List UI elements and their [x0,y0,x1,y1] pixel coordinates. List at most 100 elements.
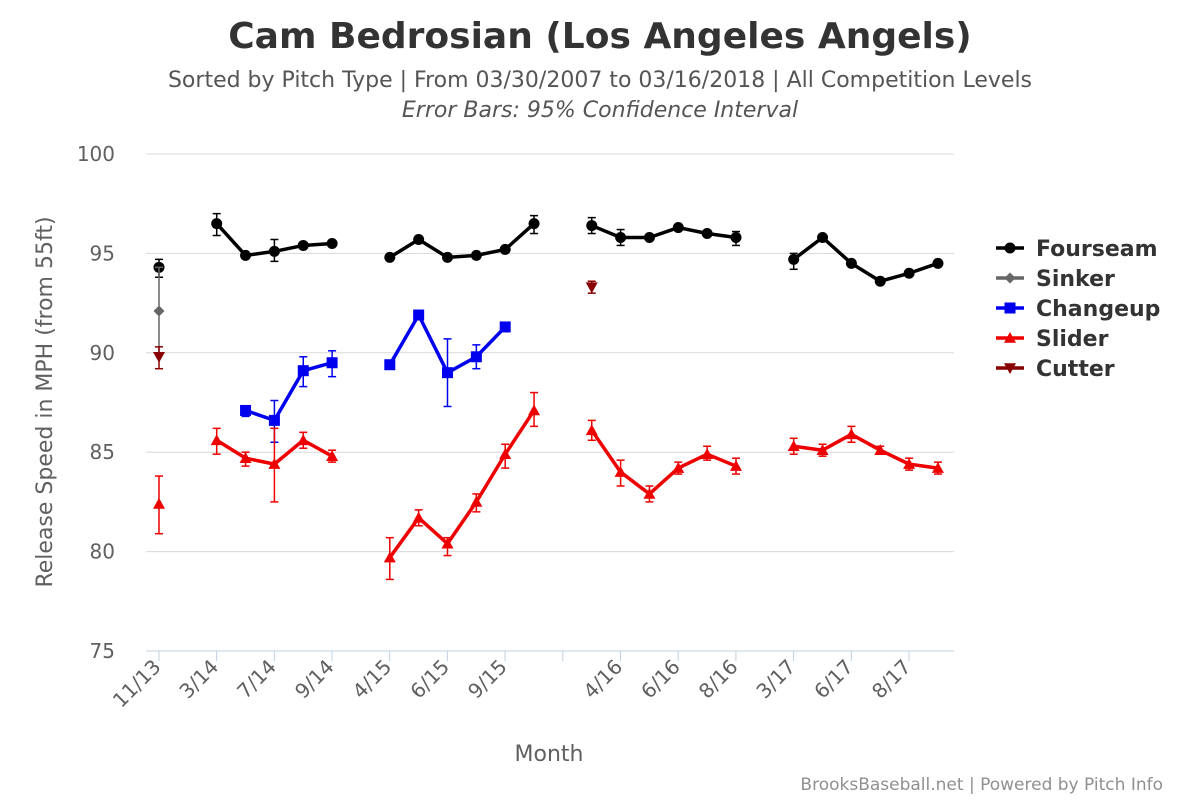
x-tick-label: 9/15 [463,655,512,704]
slider-point [643,487,656,499]
series-sinker [153,266,165,356]
fourseam-point [845,257,857,269]
changeup-point [470,351,482,363]
x-tick-label: 7/14 [232,655,281,704]
slider-point [499,448,512,459]
fourseam-line [591,223,737,240]
x-axis-title: Month [515,742,584,767]
x-axis: 11/13 3/14 7/14 9/14 4/15 6/15 9/15 4/16 6/16 8/1… [108,650,954,713]
cutter-point [153,351,165,363]
fourseam-point [528,218,540,230]
x-tick-label: 4/15 [348,655,397,704]
x-tick-label: 8/17 [867,655,916,704]
y-tick-label: 85 [90,440,115,464]
legend-label-slider: Slider [1036,327,1109,352]
slider-point [528,404,541,416]
y-tick-label: 95 [90,241,115,265]
changeup-point [268,414,280,426]
changeup-point [442,367,453,379]
legend-item-sinker[interactable]: Sinker [996,267,1115,292]
chart-title: Cam Bedrosian (Los Angeles Angels) [228,16,971,57]
slider-point [210,434,223,446]
x-tick-label: 6/15 [405,655,454,704]
slider-point [903,458,916,469]
slider-point [326,450,339,461]
slider-point [470,495,483,507]
fourseam-point [932,257,944,269]
x-tick-label: 3/14 [175,655,224,704]
changeup-point [326,357,338,369]
fourseam-point [672,222,684,234]
series-slider [153,391,944,581]
sinker-point [153,305,165,317]
credits[interactable]: BrooksBaseball.net | Powered by Pitch In… [800,775,1163,795]
slider-point [153,497,165,509]
legend-item-fourseam[interactable]: Fourseam [996,237,1158,262]
slider-point [412,511,425,523]
changeup-point [413,309,425,321]
slider-point [239,452,252,463]
slider-point [787,440,800,452]
slider-line [590,429,737,496]
fourseam-point [211,218,223,230]
fourseam-point [470,249,482,261]
x-tick-label: 3/17 [752,655,801,704]
legend-marker-changeup [1004,302,1016,314]
legend-item-cutter[interactable]: Cutter [996,357,1115,382]
fourseam-point [384,251,396,263]
slider-point [614,466,627,477]
y-axis-title: Release Speed in MPH (from 55ft) [33,216,58,587]
legend-item-changeup[interactable]: Changeup [996,297,1160,322]
series-fourseam [153,212,944,287]
slider-line [388,409,536,559]
changeup-point [499,321,511,333]
y-tick-label: 80 [90,540,115,564]
legend: Fourseam Sinker Changeup Slider Cutter [996,237,1160,382]
x-tick-label: 6/17 [809,655,858,704]
legend-marker-fourseam [1004,242,1016,254]
y-axis: 75 80 85 90 95 100 [77,142,115,663]
changeup-point [240,404,252,416]
plot-area [153,212,944,581]
fourseam-point [817,231,829,243]
fourseam-point [326,237,338,249]
legend-marker-cutter [1004,363,1016,374]
fourseam-point [499,243,511,255]
y-tick-label: 100 [77,142,115,166]
y-tick-label: 75 [90,639,115,663]
legend-label-fourseam: Fourseam [1036,237,1158,262]
cutter-point [585,282,598,294]
legend-marker-slider [1004,332,1016,343]
slider-point [672,462,685,473]
grid [146,153,954,652]
slider-point [441,537,454,549]
changeup-point [384,359,396,371]
legend-label-cutter: Cutter [1036,357,1115,382]
x-tick-label: 11/13 [108,655,166,713]
chart-subtitle-error-bars: Error Bars: 95% Confidence Interval [402,98,798,123]
changeup-line [244,361,333,423]
legend-item-slider[interactable]: Slider [996,327,1109,352]
series-cutter [153,280,598,370]
chart-subtitle: Sorted by Pitch Type | From 03/30/2007 t… [168,68,1032,93]
fourseam-line [388,222,536,260]
x-tick-label: 6/16 [636,655,685,704]
x-tick-label: 9/14 [290,655,339,704]
slider-point [931,462,944,473]
slider-point [268,458,281,469]
slider-point [730,460,742,471]
slider-line [793,432,939,470]
legend-marker-sinker [1004,272,1016,284]
fourseam-point [297,239,309,251]
fourseam-line [792,235,939,283]
slider-point [585,424,598,436]
fourseam-point [240,249,252,261]
fourseam-point [788,253,800,265]
fourseam-point [268,245,280,257]
fourseam-point [442,251,453,263]
slider-point [874,444,887,456]
changeup-point [297,365,309,377]
slider-point [701,448,714,459]
fourseam-point [413,233,425,245]
